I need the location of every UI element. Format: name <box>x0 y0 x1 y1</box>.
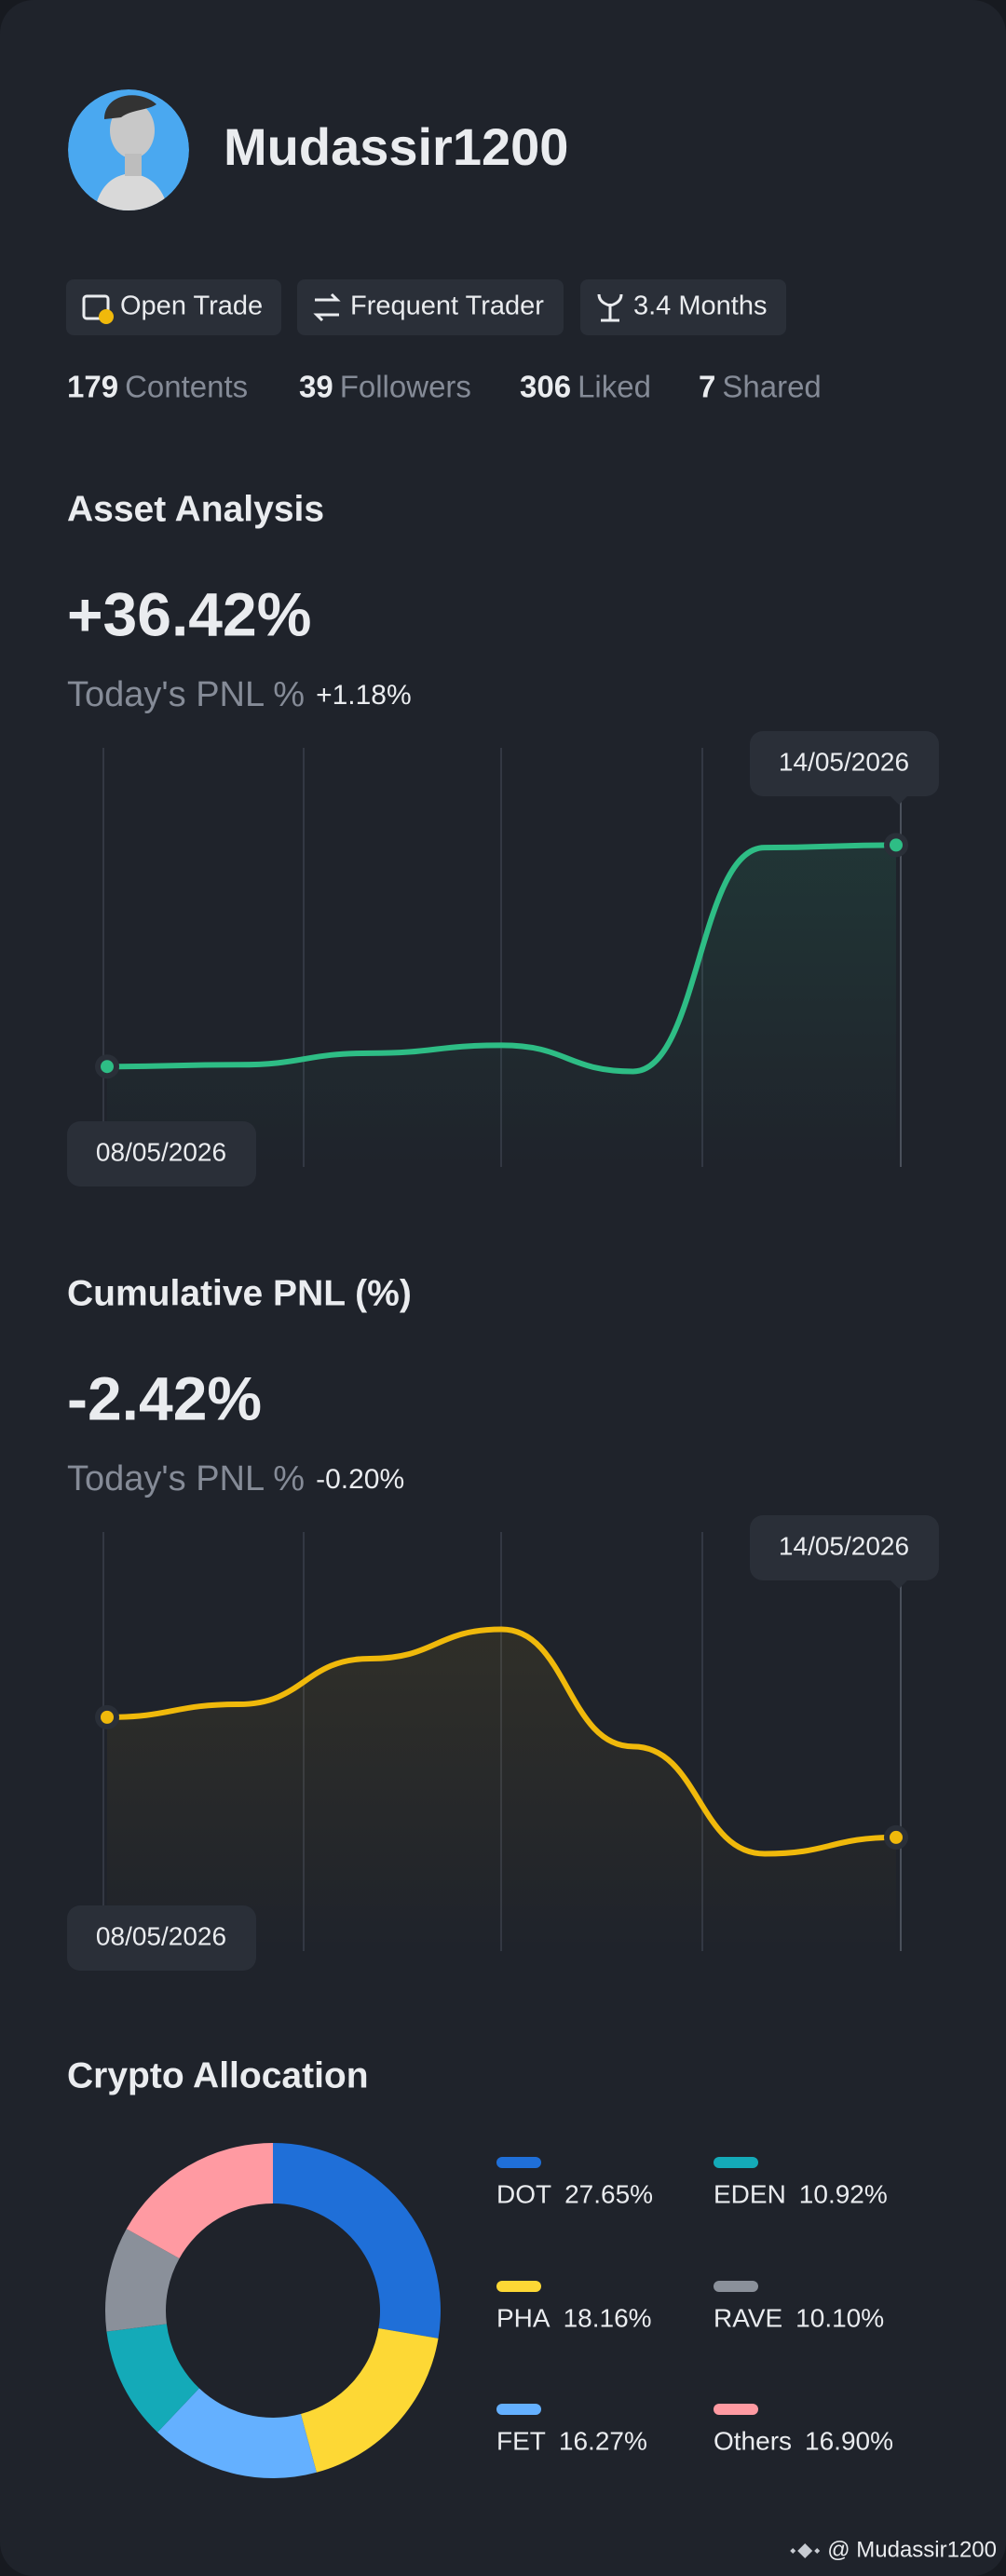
legend-name: RAVE <box>714 2303 782 2332</box>
legend-name: PHA <box>496 2303 551 2332</box>
date-tag <box>750 731 939 796</box>
badge <box>297 279 564 335</box>
subtitle: Today's PNL % <box>67 1459 305 1498</box>
badge-label: 3.4 Months <box>633 291 767 321</box>
donut-slice <box>104 2229 180 2332</box>
legend-swatch <box>496 2404 541 2415</box>
stat-label: Followers <box>340 370 471 404</box>
date-tag <box>67 1905 256 1971</box>
badge-icon <box>597 293 623 322</box>
donut-slice <box>126 2143 273 2258</box>
donut-slice <box>157 2388 317 2478</box>
legend-value: 16.27% <box>559 2426 647 2455</box>
legend-swatch <box>714 2157 758 2168</box>
date-tag-pointer <box>890 1579 908 1589</box>
badge-icon <box>99 309 114 324</box>
point <box>95 1054 119 1079</box>
legend-name: DOT <box>496 2179 551 2208</box>
stat-value: 7 <box>699 370 715 404</box>
point <box>884 833 908 858</box>
badge-label: Open Trade <box>120 291 263 321</box>
legend-value: 18.16% <box>564 2303 652 2332</box>
footer-logo <box>790 2543 821 2558</box>
legend-value: 27.65% <box>564 2179 653 2208</box>
subtitle: Today's PNL % <box>67 675 305 714</box>
legend-value: 10.10% <box>795 2303 884 2332</box>
legend-name: EDEN <box>714 2179 786 2208</box>
legend-swatch <box>496 2157 541 2168</box>
area-fill <box>107 845 896 1167</box>
line <box>104 1626 899 1857</box>
date-tag <box>750 1515 939 1580</box>
legend-swatch <box>714 2404 758 2415</box>
badge-icon <box>82 294 110 320</box>
legend-swatch <box>714 2281 758 2292</box>
section-title: Cumulative PNL (%) <box>67 1273 412 1313</box>
avatar <box>68 89 189 210</box>
badge <box>66 279 281 335</box>
legend-value: 10.92% <box>799 2179 888 2208</box>
stat-value: 179 <box>67 370 118 404</box>
date-tag <box>67 1121 256 1186</box>
donut-slice <box>273 2143 442 2339</box>
legend-value: 16.90% <box>805 2426 893 2455</box>
legend-swatch <box>496 2281 541 2292</box>
footer-handle: @ Mudassir1200 <box>827 2537 997 2562</box>
line <box>104 842 899 1075</box>
date-label: 08/05/2026 <box>96 1137 226 1166</box>
date-label: 14/05/2026 <box>779 1531 909 1560</box>
username: Mudassir1200 <box>224 117 568 176</box>
headline-value: -2.42% <box>67 1363 262 1432</box>
stat-label: Contents <box>125 370 248 404</box>
date-label: 08/05/2026 <box>96 1921 226 1950</box>
section-title: Asset Analysis <box>67 489 324 529</box>
stat-value: 306 <box>520 370 571 404</box>
stat-value: 39 <box>299 370 333 404</box>
legend-name: Others <box>714 2426 792 2455</box>
section-title: Crypto Allocation <box>67 2055 369 2095</box>
badge-label: Frequent Trader <box>350 291 544 321</box>
point <box>884 1824 908 1850</box>
donut-slice <box>106 2324 199 2433</box>
point <box>95 1704 119 1729</box>
today-change: -0.20% <box>316 1464 404 1495</box>
stat-label: Liked <box>578 370 651 404</box>
area-fill <box>107 1629 896 1951</box>
badge <box>580 279 786 335</box>
date-label: 14/05/2026 <box>779 747 909 776</box>
date-tag-pointer <box>890 795 908 805</box>
legend-name: FET <box>496 2426 546 2455</box>
headline-value: +36.42% <box>67 579 311 648</box>
donut-slice <box>300 2328 439 2473</box>
badge-icon <box>313 292 341 322</box>
stat-label: Shared <box>722 370 821 404</box>
today-change: +1.18% <box>316 680 412 711</box>
